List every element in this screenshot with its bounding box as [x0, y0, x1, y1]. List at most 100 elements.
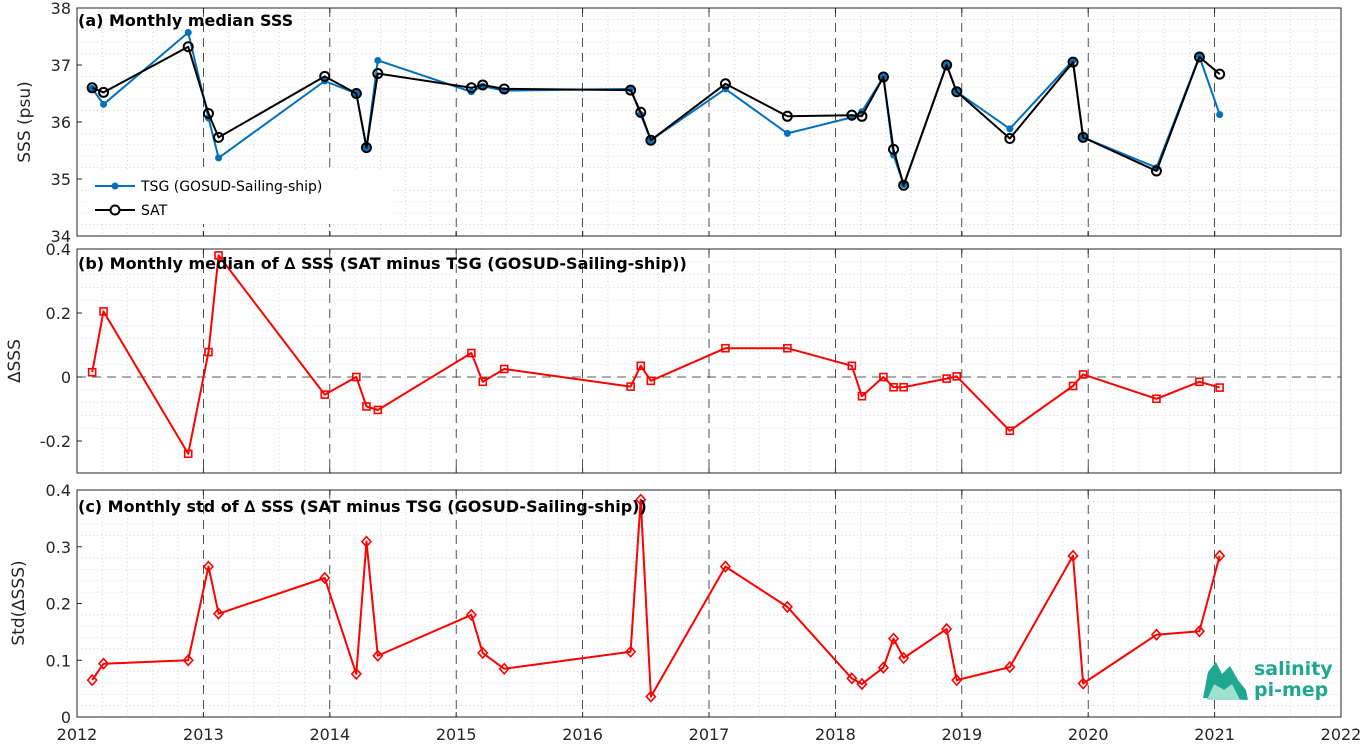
- sat-data-point: [888, 143, 900, 155]
- delta-data-point: [942, 374, 951, 383]
- sat-data-point: [625, 84, 637, 96]
- x-tick-label: 2014: [309, 725, 350, 744]
- panel-2-series: [86, 493, 1226, 703]
- y-tick-label: 0: [61, 708, 71, 727]
- sat-data-point: [1077, 131, 1089, 143]
- delta-data-point: [214, 251, 223, 260]
- sat-data-point: [98, 86, 110, 98]
- sat-data-point: [350, 88, 362, 99]
- panel-b-delta-sss: (b) Monthly median of ∆ SSS (SAT minus T…: [5, 240, 1342, 474]
- y-tick-label: 38: [51, 0, 71, 18]
- delta-data-point: [320, 390, 330, 399]
- sat-data-point: [941, 59, 953, 71]
- sat-data-point: [856, 110, 868, 122]
- x-tick-label: 2017: [689, 725, 730, 744]
- std-data-point: [877, 661, 890, 674]
- sat-data-point: [719, 78, 731, 90]
- y-tick-label: 0.2: [46, 595, 71, 614]
- std-data-point: [498, 662, 510, 675]
- panel-2-plot-area: [76, 489, 1342, 718]
- x-tick-label: 2020: [1068, 725, 1109, 744]
- y-tick-label: 0.1: [46, 651, 71, 670]
- std-data-point: [719, 560, 732, 573]
- delta-data-point: [99, 307, 108, 316]
- std-data-point: [1150, 628, 1163, 641]
- delta-data-point: [783, 343, 792, 353]
- y-tick-label: 0.4: [46, 481, 71, 500]
- std-data-point: [625, 645, 637, 658]
- delta-data-point: [352, 372, 361, 382]
- std-data-point: [360, 535, 373, 548]
- delta-data-point: [899, 382, 908, 392]
- y-tick-label: 0.2: [46, 304, 71, 323]
- delta-data-point: [952, 372, 962, 381]
- panel-0-series: [86, 29, 1226, 191]
- sat-data-point: [86, 82, 98, 94]
- sat-data-point: [898, 179, 910, 191]
- tsg-data-point: [184, 29, 192, 37]
- panel-c-title: (c) Monthly std of ∆ SSS (SAT minus TSG …: [78, 497, 647, 516]
- panel-c-ylabel: Std(∆SSS): [9, 560, 29, 645]
- y-tick-label: -0.2: [40, 432, 71, 451]
- tsg-data-point: [374, 56, 382, 64]
- legend-sat-label: SAT: [141, 203, 168, 219]
- delta-data-point: [646, 376, 656, 386]
- salinity-pimep-logo: salinity pi-mep: [1203, 658, 1333, 701]
- std-data-point: [1193, 625, 1206, 638]
- panel-1-plot-area: [76, 248, 1342, 474]
- y-tick-label: 0.4: [46, 240, 71, 259]
- logo-text-salinity: salinity: [1254, 658, 1333, 680]
- y-tick-label: 34: [51, 227, 71, 246]
- x-tick-label: 2015: [436, 725, 477, 744]
- x-tick-label: 2021: [1194, 725, 1235, 744]
- x-tick-label: 2013: [183, 725, 224, 744]
- std-data-point: [477, 646, 489, 660]
- legend-tsg-label: TSG (GOSUD-Sailing-ship): [140, 179, 322, 195]
- std-data-point: [372, 649, 384, 662]
- series-line: [91, 45, 1221, 187]
- legend-sat-marker: [109, 204, 121, 216]
- delta-data-point: [467, 348, 476, 358]
- x-tick-label: 2019: [941, 725, 982, 744]
- std-data-point: [951, 673, 963, 687]
- std-data-point: [856, 677, 868, 691]
- series-line: [91, 254, 1220, 455]
- std-data-point: [350, 667, 362, 681]
- sat-data-point: [877, 71, 889, 83]
- delta-data-point: [1215, 383, 1224, 392]
- delta-data-point: [636, 361, 646, 371]
- delta-data-point: [183, 449, 193, 459]
- delta-data-point: [87, 367, 97, 377]
- sat-data-point: [635, 106, 647, 118]
- x-tick-label: 2012: [57, 725, 98, 744]
- sat-data-point: [360, 142, 372, 154]
- delta-data-point: [204, 347, 213, 357]
- logo-wave-highlight: [1207, 684, 1240, 700]
- y-tick-label: 0.3: [46, 538, 71, 557]
- panel-a-ylabel: SSS (psu): [15, 81, 35, 162]
- series-line: [91, 31, 1221, 186]
- std-data-point: [319, 571, 331, 585]
- panel-a-title: (a) Monthly median SSS: [78, 11, 293, 30]
- delta-data-point: [889, 382, 898, 392]
- panel-1-series: [87, 251, 1224, 459]
- y-tick-label: 37: [51, 56, 71, 75]
- std-data-point: [97, 657, 110, 670]
- y-tick-label: 36: [51, 113, 71, 132]
- std-data-point: [635, 493, 647, 506]
- y-tick-label: 35: [51, 170, 71, 189]
- sat-data-point: [372, 68, 384, 80]
- tsg-data-point: [100, 100, 108, 108]
- sat-data-point: [1067, 56, 1079, 68]
- delta-data-point: [857, 391, 867, 401]
- sat-data-point: [465, 82, 477, 94]
- std-data-point: [1067, 549, 1079, 563]
- sat-data-point: [1193, 51, 1205, 63]
- sat-data-point: [1004, 133, 1016, 145]
- legend-box: [88, 172, 390, 224]
- delta-data-point: [478, 377, 488, 387]
- tsg-data-point: [1006, 125, 1014, 133]
- delta-data-point: [721, 343, 730, 353]
- delta-data-point: [626, 382, 635, 391]
